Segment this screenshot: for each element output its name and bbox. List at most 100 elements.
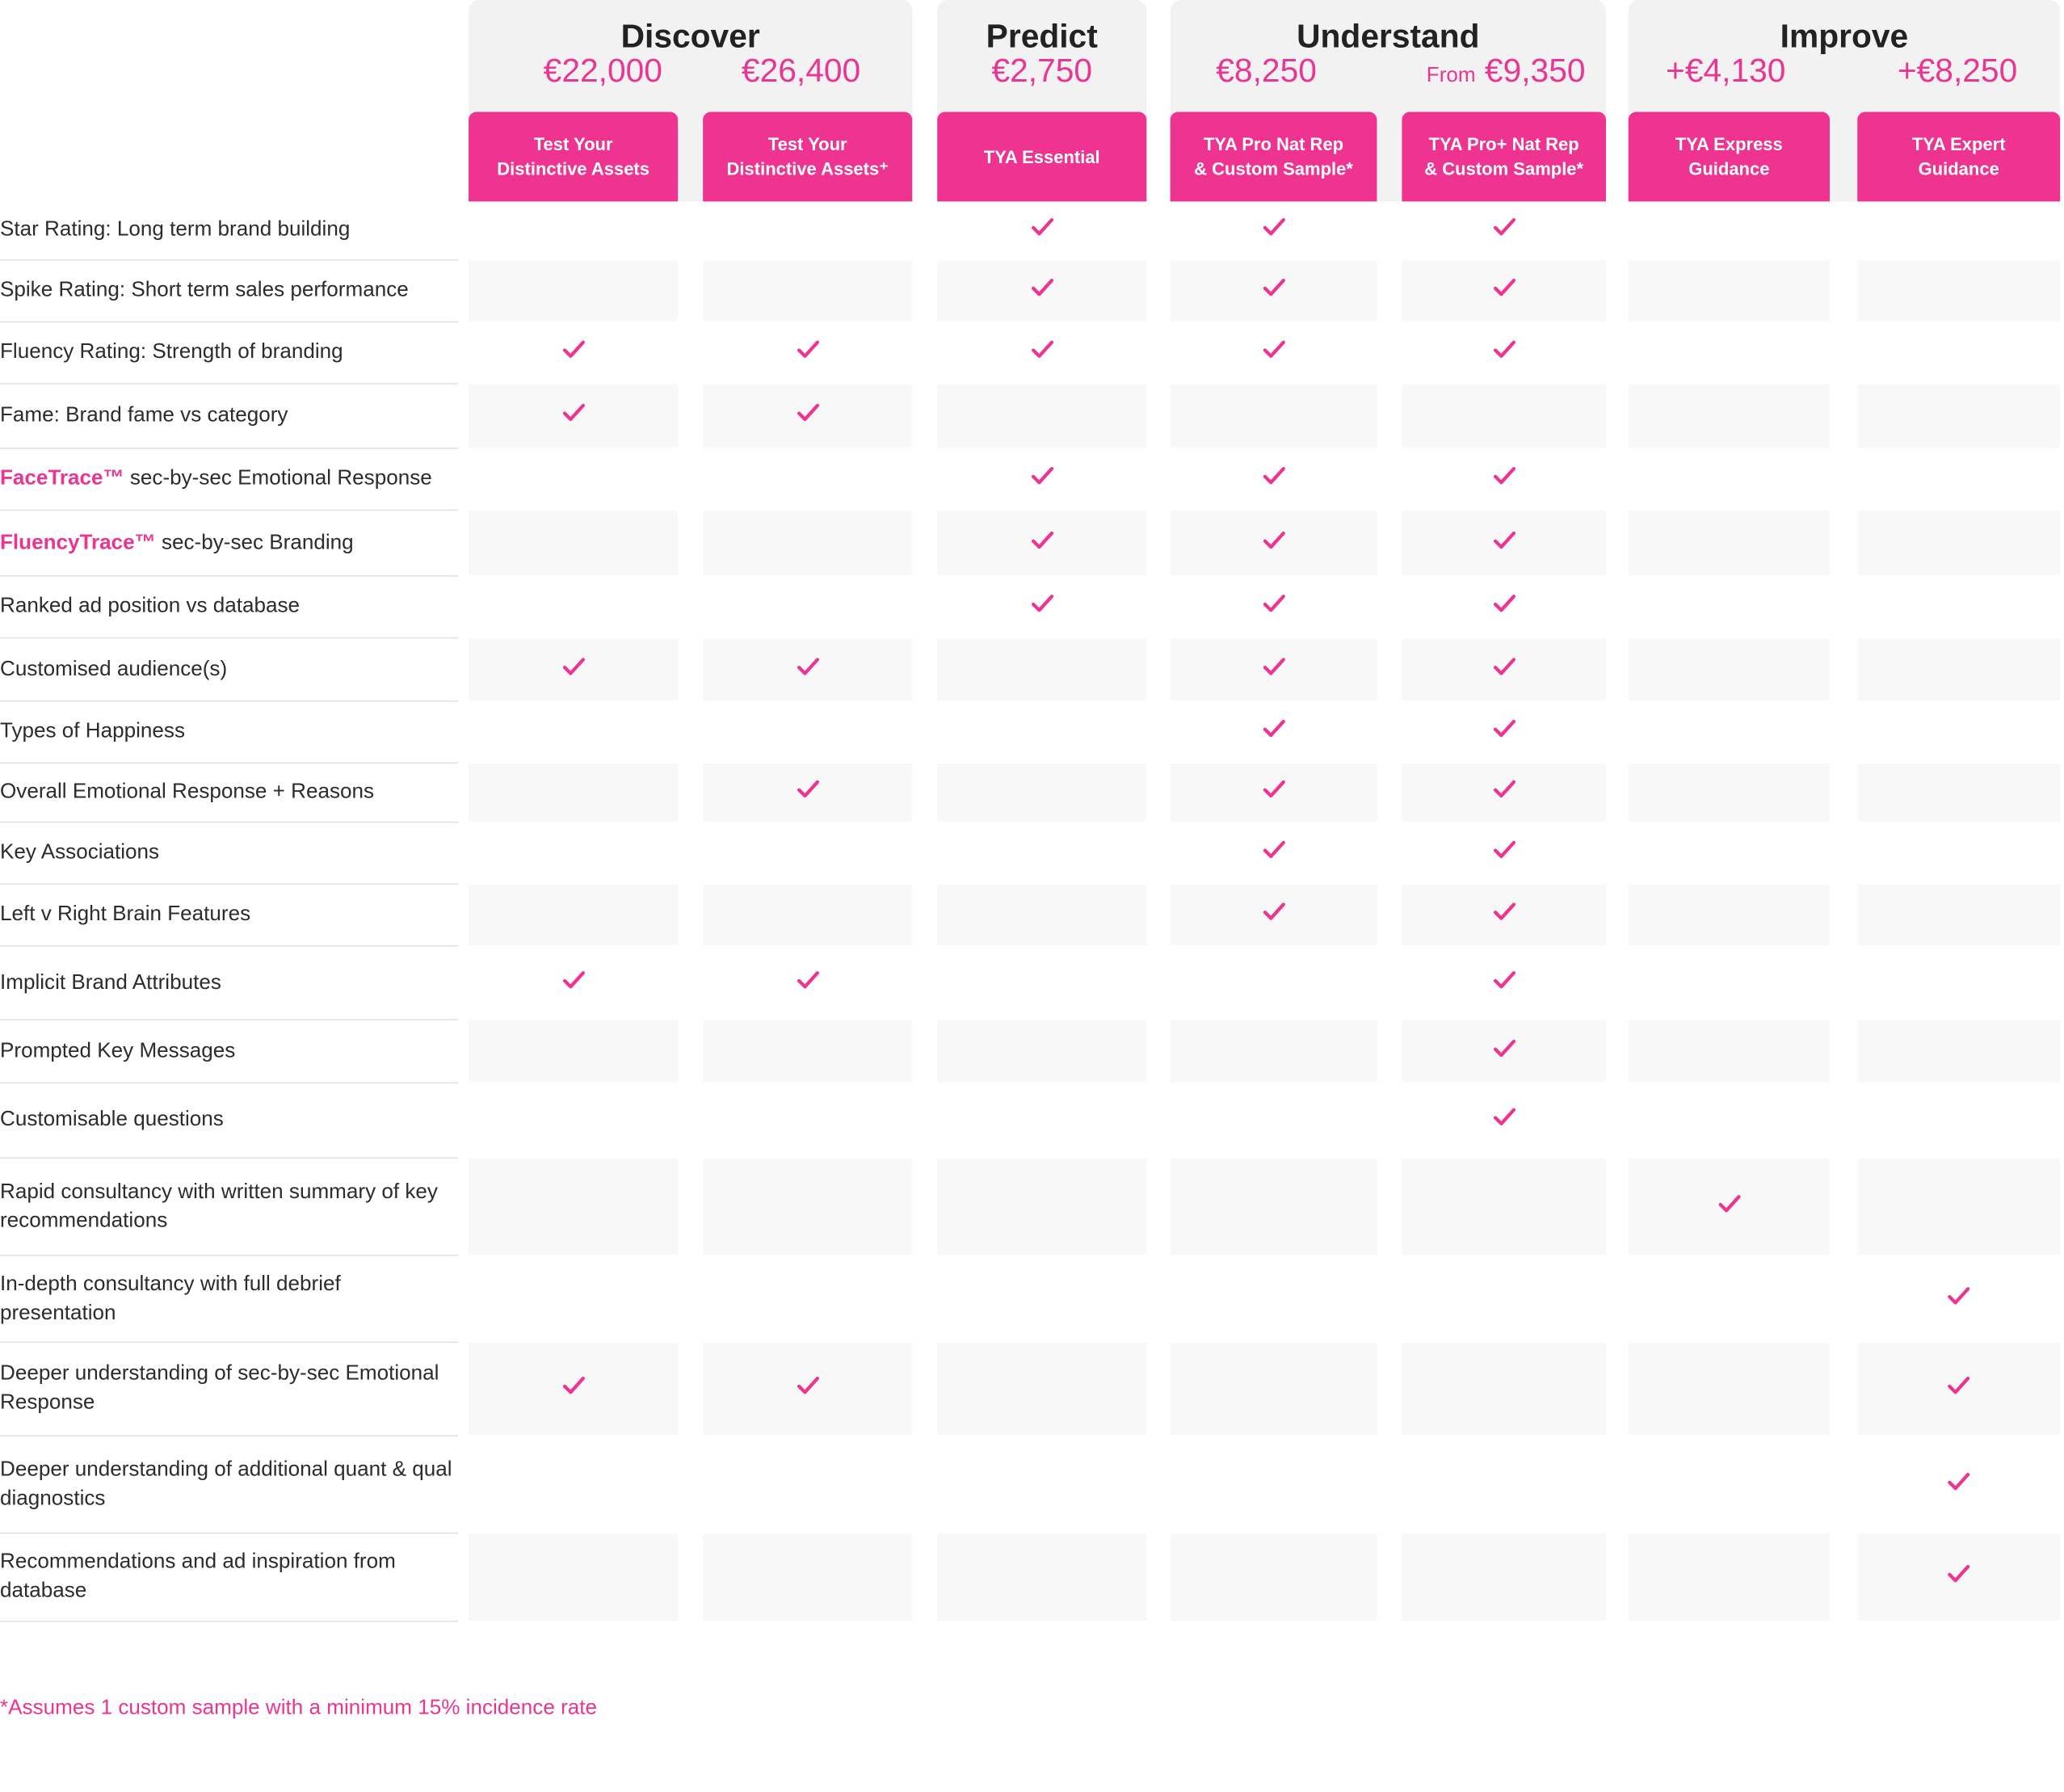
checkmark-icon xyxy=(1493,719,1515,745)
feature-cell xyxy=(1171,947,1377,1020)
checkmark-icon xyxy=(1493,340,1515,365)
product-name-line: Guidance xyxy=(1688,159,1770,179)
table-row: Left v Right Brain Features xyxy=(0,885,2064,947)
feature-cell xyxy=(703,577,912,637)
product-name-line: & Custom Sample* xyxy=(1194,159,1353,179)
feature-cell xyxy=(937,1343,1147,1436)
feature-label: In-depth consultancy with full debrief p… xyxy=(0,1256,459,1344)
feature-label: Deeper understanding of sec-by-sec Emoti… xyxy=(0,1343,459,1437)
group-title: Understand xyxy=(1297,18,1480,56)
feature-cell xyxy=(469,1083,678,1157)
feature-cell xyxy=(937,449,1146,510)
feature-label: Spike Rating: Short term sales performan… xyxy=(0,261,459,323)
feature-cell xyxy=(1402,260,1606,322)
feature-cell xyxy=(937,511,1147,576)
table-row: Deeper understanding of sec-by-sec Emoti… xyxy=(0,1343,2064,1437)
table-row: Overall Emotional Response + Reasons xyxy=(0,763,2064,823)
checkmark-icon xyxy=(562,970,585,995)
feature-text: In-depth consultancy with full debrief p… xyxy=(0,1272,341,1324)
feature-text: Fluency Rating: Strength of branding xyxy=(0,341,343,364)
feature-label: Customised audience(s) xyxy=(0,638,459,702)
feature-cell xyxy=(937,885,1147,945)
feature-cell xyxy=(1402,947,1606,1020)
feature-cell xyxy=(1170,1020,1377,1083)
feature-cell xyxy=(1171,577,1377,637)
feature-text: Ranked ad position vs database xyxy=(0,595,301,618)
feature-cell xyxy=(937,638,1147,700)
checkmark-icon xyxy=(1263,719,1285,745)
feature-cell xyxy=(703,1256,912,1342)
feature-text: sec-by-sec Branding xyxy=(155,531,354,554)
checkmark-icon xyxy=(1031,218,1053,243)
feature-cell xyxy=(469,1158,679,1255)
footnote: *Assumes 1 custom sample with a minimum … xyxy=(0,1697,598,1720)
feature-cell xyxy=(1629,322,1830,383)
feature-text: Recommendations and ad inspiration from … xyxy=(0,1550,396,1603)
feature-cell xyxy=(1170,260,1377,322)
table-row: Types of Happiness xyxy=(0,702,2064,764)
feature-text: Fame: Brand fame vs category xyxy=(0,404,288,427)
feature-cell xyxy=(469,947,678,1020)
feature-text: Star Rating: Long term brand building xyxy=(0,218,351,242)
checkmark-icon xyxy=(1493,278,1515,304)
table-row: Prompted Key Messages xyxy=(0,1020,2064,1084)
feature-cell xyxy=(1170,1158,1377,1255)
group-title: Predict xyxy=(986,18,1098,56)
feature-cell xyxy=(1857,201,2060,259)
checkmark-icon xyxy=(797,657,819,682)
feature-label: Prompted Key Messages xyxy=(0,1020,459,1084)
checkmark-icon xyxy=(1263,657,1285,682)
product-name-line: Test Your xyxy=(767,134,847,154)
product-name-line: TYA Express xyxy=(1675,134,1783,154)
feature-cell xyxy=(1171,1083,1377,1157)
product-name-line: TYA Expert xyxy=(1911,134,2006,154)
feature-cell xyxy=(1857,1083,2060,1157)
feature-cell xyxy=(1171,449,1377,510)
checkmark-icon xyxy=(1493,780,1515,805)
feature-cell xyxy=(469,885,679,945)
feature-cell xyxy=(1402,1083,1606,1157)
table-row: Star Rating: Long term brand building xyxy=(0,201,2064,261)
feature-cell xyxy=(703,763,913,822)
feature-cell xyxy=(1629,1256,1830,1342)
feature-cell xyxy=(1629,201,1830,259)
feature-cell xyxy=(1629,577,1830,637)
feature-text: Prompted Key Messages xyxy=(0,1039,236,1062)
feature-cell xyxy=(469,1020,679,1083)
table-row: Customised audience(s) xyxy=(0,638,2064,702)
feature-cell xyxy=(703,1437,912,1533)
checkmark-icon xyxy=(1263,340,1285,365)
product-name-line: & Custom Sample* xyxy=(1424,159,1584,179)
feature-cell xyxy=(1857,384,2061,448)
product-name-line: Guidance xyxy=(1918,159,1999,179)
feature-cell xyxy=(469,1437,678,1533)
feature-cell xyxy=(469,763,679,822)
table-row: Spike Rating: Short term sales performan… xyxy=(0,260,2064,323)
feature-cell xyxy=(1628,763,1831,822)
product-header: Test Your Distinctive Assets⁺ xyxy=(703,111,913,202)
checkmark-icon xyxy=(1493,1039,1515,1064)
feature-cell xyxy=(1171,201,1377,259)
feature-cell xyxy=(937,822,1146,883)
feature-cell xyxy=(703,947,912,1020)
feature-label: Star Rating: Long term brand building xyxy=(0,201,459,261)
feature-cell xyxy=(469,1256,678,1342)
feature-cell xyxy=(703,511,913,576)
feature-cell xyxy=(703,885,913,945)
checkmark-icon xyxy=(1263,840,1285,865)
checkmark-icon xyxy=(1493,1108,1515,1133)
checkmark-icon xyxy=(1263,780,1285,805)
from-label: From xyxy=(1426,64,1476,87)
brand-name: FluencyTrace™ xyxy=(0,531,156,554)
feature-cell xyxy=(1628,511,1831,576)
checkmark-icon xyxy=(1493,840,1515,865)
feature-cell xyxy=(703,260,913,322)
checkmark-icon xyxy=(1263,531,1285,556)
feature-cell xyxy=(469,260,679,322)
feature-label: Deeper understanding of additional quant… xyxy=(0,1437,459,1534)
feature-cell xyxy=(703,1533,913,1621)
product-name-line: Distinctive Assets xyxy=(497,159,650,179)
feature-cell xyxy=(937,947,1146,1020)
feature-label: Fluency Rating: Strength of branding xyxy=(0,322,459,385)
feature-cell xyxy=(1857,322,2060,383)
